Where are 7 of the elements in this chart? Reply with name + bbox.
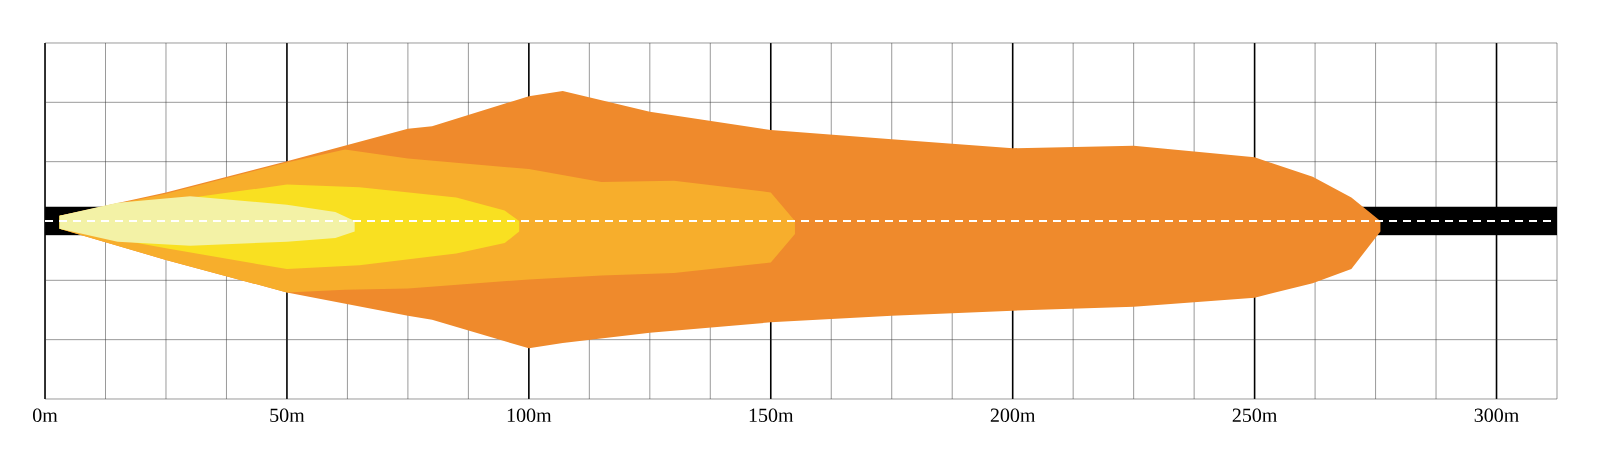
x-tick-label: 150m xyxy=(749,408,794,423)
x-tick-label: 250m xyxy=(1232,408,1278,423)
x-tick-label: 200m xyxy=(990,408,1036,423)
x-tick-label: 300m xyxy=(1474,408,1519,423)
x-tick-label: 100m xyxy=(507,408,552,423)
x-tick-label: 0m xyxy=(33,408,58,423)
x-tick-label: 50m xyxy=(270,408,305,423)
